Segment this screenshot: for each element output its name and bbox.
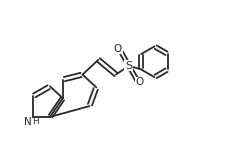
Text: N: N [24,117,31,127]
Text: S: S [125,61,132,71]
Text: O: O [135,77,144,87]
Text: H: H [32,117,38,126]
Text: O: O [114,44,122,54]
